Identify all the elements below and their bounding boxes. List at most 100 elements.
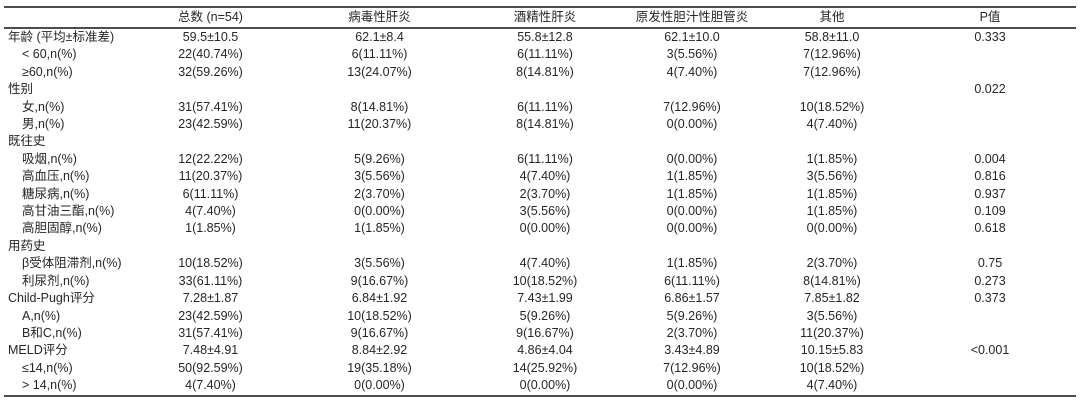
- cell-value: 1(1.85%): [806, 151, 858, 166]
- cell-value: 50(92.59%): [178, 360, 243, 375]
- cell-value: 10(18.52%): [799, 99, 865, 114]
- cell-value: 4(7.40%): [185, 204, 236, 219]
- p-value-cell: 0.022: [974, 82, 1006, 97]
- cell-value: 11(20.37%): [347, 117, 412, 132]
- row-label: 高血压,n(%): [22, 169, 90, 184]
- row-label: 用药史: [8, 238, 46, 253]
- cell-value: 6.86±1.57: [664, 291, 720, 306]
- table-header: 总数 (n=54) 病毒性肝炎 酒精性肝炎 原发性胆汁性胆管炎 其他 P值: [4, 7, 1076, 29]
- cell-value: 55.8±12.8: [517, 30, 573, 44]
- table-row: ≥60,n(%) 32(59.26%) 13(24.07%) 8(14.81%) 4(7…: [4, 64, 1076, 81]
- cell-value: 11(20.37%): [178, 169, 243, 184]
- cell-value: 1(1.85%): [185, 221, 236, 236]
- cell-value: 5(9.26%): [519, 308, 571, 323]
- cell-value: 6(11.11%): [182, 186, 239, 201]
- cell-value: 14(25.92%): [512, 360, 578, 375]
- cell-value: 23(42.59%): [178, 308, 243, 323]
- cell-value: 0(0.00%): [519, 221, 571, 236]
- column-header-other: 其他: [760, 7, 904, 29]
- p-value-cell: 0.75: [977, 256, 1003, 271]
- cell-value: 19(35.18%): [347, 360, 412, 375]
- row-label: < 60,n(%): [22, 47, 77, 62]
- cell-value: [293, 81, 466, 98]
- cell-value: 6(11.11%): [351, 47, 408, 62]
- cell-value: 11(20.37%): [800, 325, 864, 340]
- cell-value: 1(1.85%): [666, 169, 718, 184]
- cell-value: 0(0.00%): [354, 378, 405, 393]
- cell-value: 59.5±10.5: [182, 30, 239, 44]
- cell-value: 10(18.52%): [178, 256, 243, 271]
- row-label: β受体阻滞剂,n(%): [22, 256, 122, 271]
- cell-value: [760, 238, 904, 255]
- row-label: 高甘油三酯,n(%): [22, 204, 115, 219]
- p-value-cell: 0.109: [974, 204, 1006, 219]
- cell-value: 9(16.67%): [516, 325, 574, 340]
- cell-value: 3(5.56%): [519, 204, 571, 219]
- cell-value: 5(9.26%): [666, 308, 718, 323]
- table-row: β受体阻滞剂,n(%) 10(18.52%) 3(5.56%) 4(7.40%) 1(1…: [4, 255, 1076, 272]
- cell-value: 8(14.81%): [350, 99, 409, 114]
- cell-value: 0(0.00%): [666, 221, 718, 236]
- p-value-cell: [904, 308, 1076, 325]
- table-row: 高胆固醇,n(%) 1(1.85%) 1(1.85%) 0(0.00%) 0(0.00%…: [4, 220, 1076, 237]
- p-value-cell: [904, 99, 1076, 116]
- cell-value: 31(57.41%): [178, 325, 243, 340]
- row-label: 女,n(%): [22, 99, 65, 114]
- cell-value: 0(0.00%): [354, 204, 405, 219]
- cell-value: 7(12.96%): [803, 47, 861, 62]
- cell-value: 62.1±10.0: [664, 30, 720, 44]
- cell-value: 4.86±4.04: [517, 343, 573, 358]
- table-row: 年龄 (平均±标准差) 59.5±10.5 62.1±8.4 55.8±12.8 62.…: [4, 28, 1076, 46]
- cell-value: [293, 133, 466, 150]
- p-value-cell: [904, 64, 1076, 81]
- cell-value: 1(1.85%): [354, 221, 405, 236]
- table-row: 男,n(%) 23(42.59%) 11(20.37%) 8(14.81%) 0(0.0…: [4, 116, 1076, 133]
- column-header-blank: [4, 7, 128, 29]
- p-value-cell: [904, 238, 1076, 255]
- table-row: 糖尿病,n(%) 6(11.11%) 2(3.70%) 2(3.70%) 1(1.85%…: [4, 186, 1076, 203]
- column-header-p-value: P值: [904, 7, 1076, 29]
- cell-value: 4(7.40%): [185, 378, 236, 393]
- cell-value: 7.48±4.91: [182, 343, 239, 358]
- cell-value: 31(57.41%): [178, 99, 243, 114]
- row-label: > 14,n(%): [22, 378, 77, 393]
- row-label: 男,n(%): [22, 117, 65, 132]
- cell-value: 2(3.70%): [666, 325, 718, 340]
- row-label: ≤14,n(%): [22, 360, 73, 375]
- cell-value: [624, 133, 760, 150]
- row-label: MELD评分: [8, 343, 68, 358]
- cell-value: [760, 81, 904, 98]
- row-label: 年龄 (平均±标准差): [8, 30, 115, 44]
- row-label: ≥60,n(%): [22, 64, 73, 79]
- cell-value: 4(7.40%): [666, 64, 718, 79]
- cell-value: 10.15±5.83: [800, 343, 864, 358]
- cell-value: 0(0.00%): [666, 204, 718, 219]
- cell-value: 1(1.85%): [666, 256, 718, 271]
- table-row: B和C,n(%) 31(57.41%) 9(16.67%) 9(16.67%) 2(3.…: [4, 325, 1076, 342]
- row-label: 吸烟,n(%): [22, 151, 77, 166]
- table-row: 高甘油三酯,n(%) 4(7.40%) 0(0.00%) 3(5.56%) 0(0.00…: [4, 203, 1076, 220]
- table-body: 年龄 (平均±标准差) 59.5±10.5 62.1±8.4 55.8±12.8 62.…: [4, 28, 1076, 396]
- p-value-cell: [904, 46, 1076, 63]
- table-row: A,n(%) 23(42.59%) 10(18.52%) 5(9.26%) 5(9.26…: [4, 308, 1076, 325]
- p-value-cell: 0.816: [974, 169, 1006, 184]
- p-value-cell: 0.333: [974, 30, 1006, 44]
- cell-value: 7(12.96%): [803, 64, 861, 79]
- p-value-cell: [904, 325, 1076, 342]
- p-value-cell: 0.618: [974, 221, 1006, 236]
- header-row: 总数 (n=54) 病毒性肝炎 酒精性肝炎 原发性胆汁性胆管炎 其他 P值: [4, 7, 1076, 29]
- column-header-total: 总数 (n=54): [128, 7, 293, 29]
- table-row: 性别 0.022: [4, 81, 1076, 98]
- cell-value: 7.85±1.82: [804, 291, 860, 306]
- cell-value: 32(59.26%): [178, 64, 243, 79]
- table-row: 既往史: [4, 133, 1076, 150]
- cell-value: 0(0.00%): [519, 378, 571, 393]
- cell-value: 1(1.85%): [806, 186, 858, 201]
- column-header-pbc: 原发性胆汁性胆管炎: [624, 7, 760, 29]
- cell-value: 2(3.70%): [519, 186, 571, 201]
- table-row: 高血压,n(%) 11(20.37%) 3(5.56%) 4(7.40%) 1(1.85…: [4, 168, 1076, 185]
- cell-value: 5(9.26%): [354, 151, 405, 166]
- cell-value: [760, 133, 904, 150]
- table-row: ≤14,n(%) 50(92.59%) 19(35.18%) 14(25.92%) 7(…: [4, 360, 1076, 377]
